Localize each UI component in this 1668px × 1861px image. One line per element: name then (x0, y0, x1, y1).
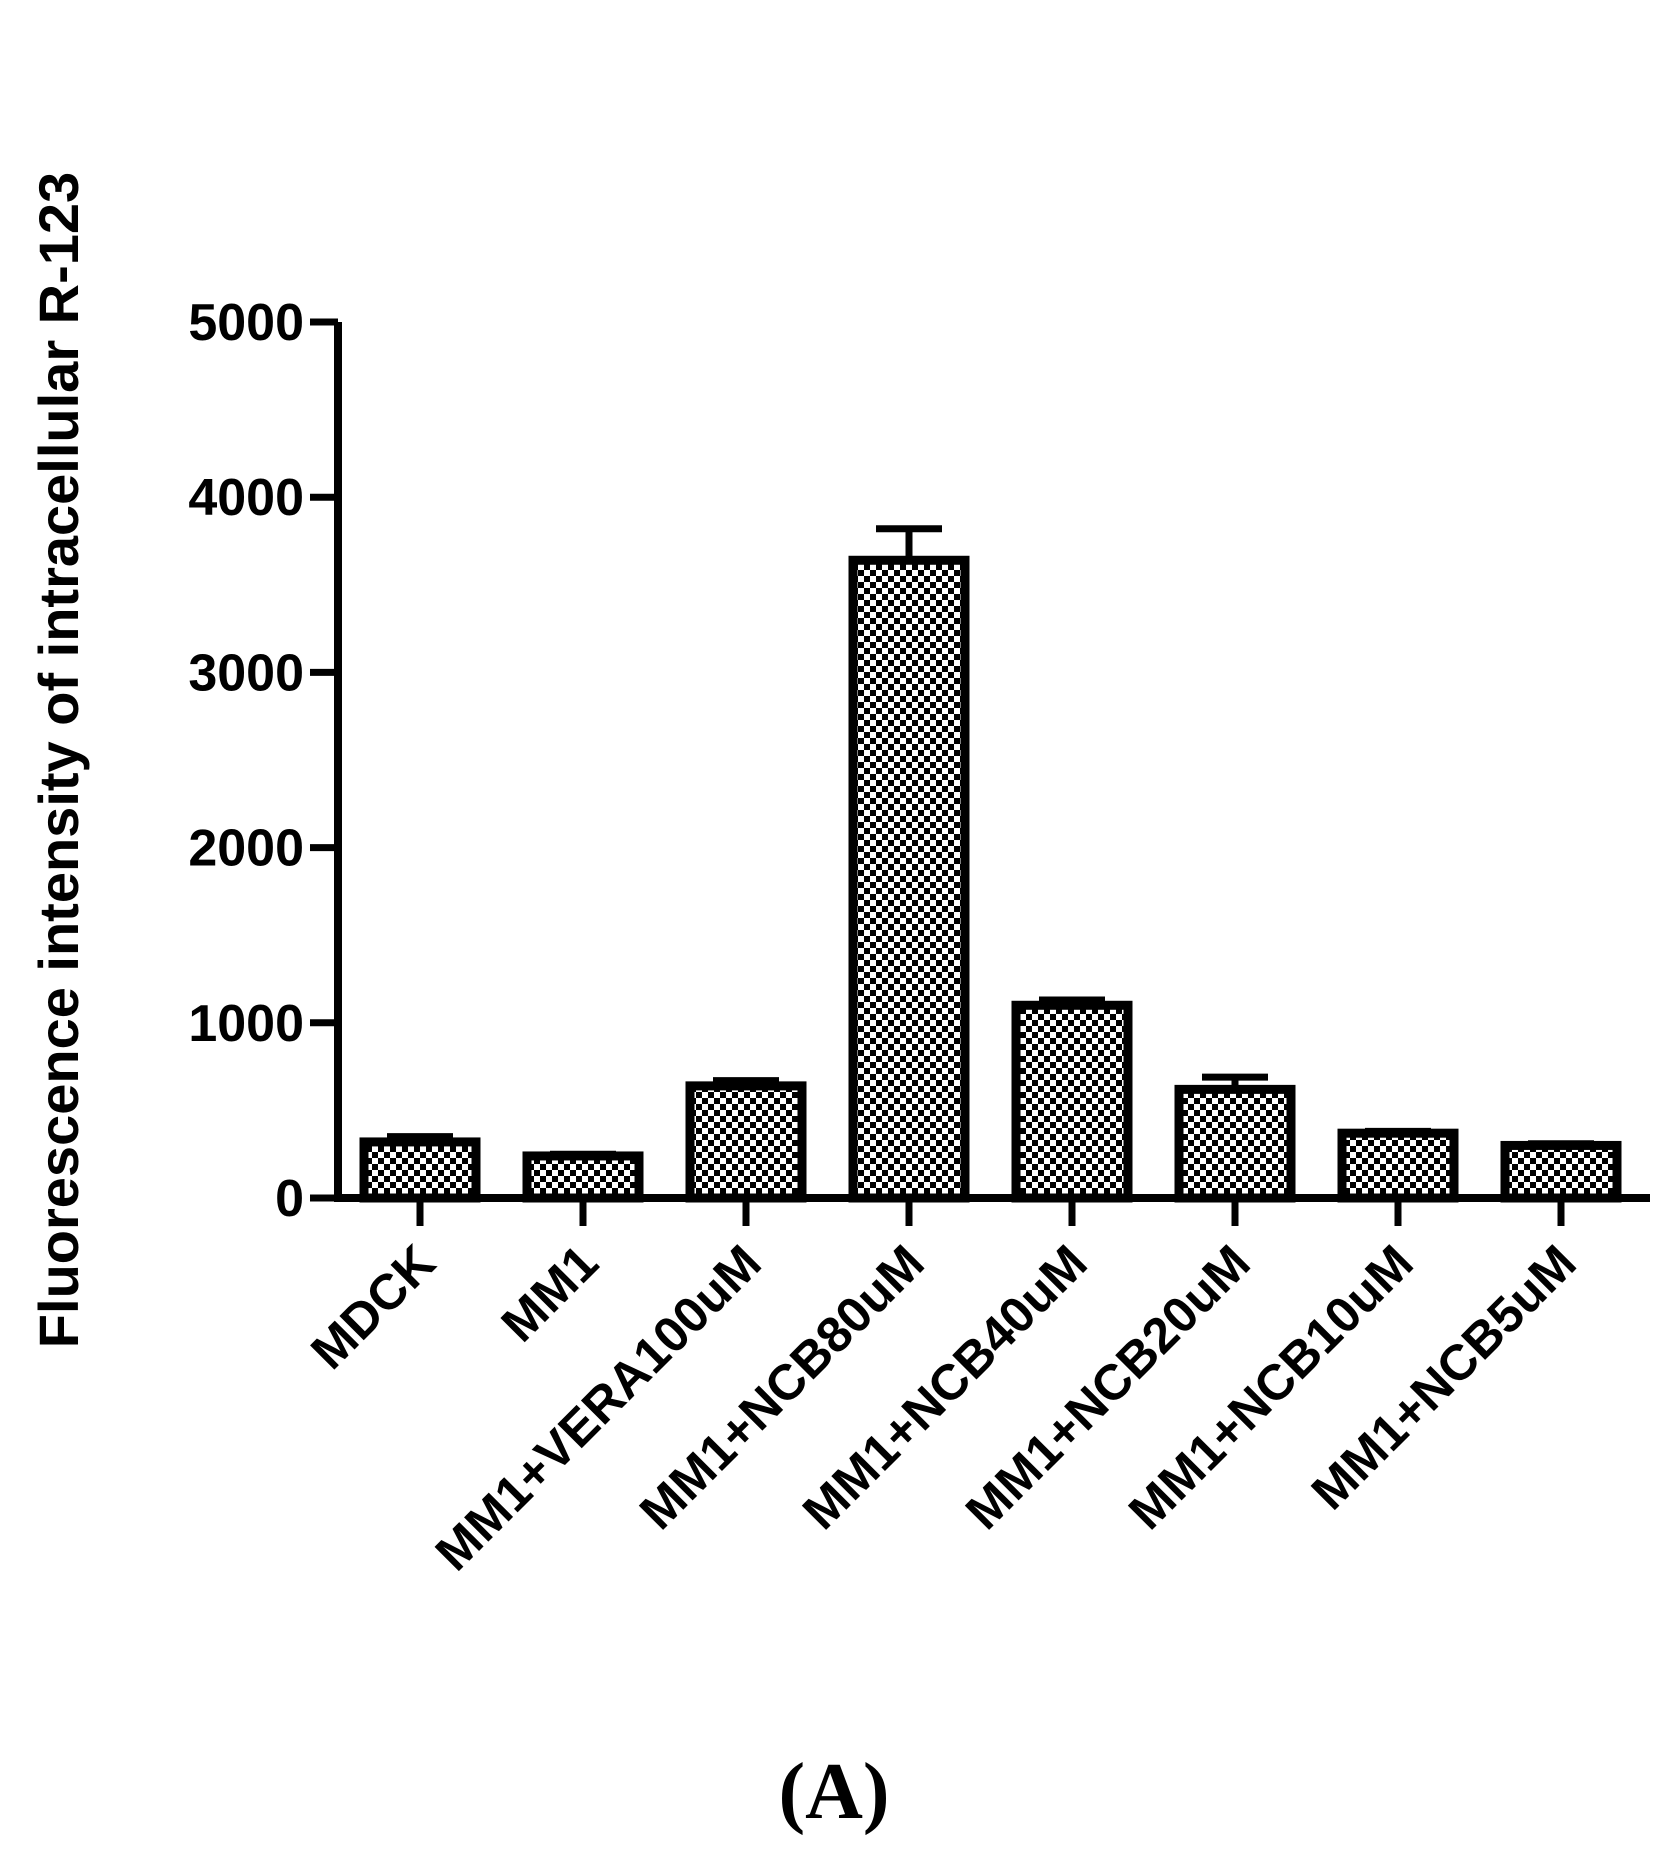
y-tick-label: 3000 (188, 644, 304, 702)
panel-label: (A) (778, 1748, 889, 1836)
y-tick-label: 2000 (188, 820, 304, 878)
bar (359, 1137, 481, 1203)
bar (685, 1081, 807, 1203)
category-label: MM1+NCB40uM (792, 1234, 1098, 1540)
bar (522, 1151, 644, 1203)
bar (1011, 1000, 1133, 1203)
category-label: MM1+NCB10uM (1118, 1234, 1424, 1540)
bar (1337, 1128, 1459, 1203)
y-tick-label: 4000 (188, 469, 304, 527)
bar (848, 555, 970, 1203)
category-label: MM1+VERA100uM (425, 1234, 772, 1581)
bar (1500, 1140, 1622, 1203)
category-label: MM1+NCB20uM (955, 1234, 1261, 1540)
bar (1174, 1084, 1296, 1203)
y-tick-label: 0 (275, 1170, 304, 1228)
bars (359, 525, 1622, 1203)
category-label: MDCK (300, 1234, 446, 1380)
y-axis-title: Fluorescence intensity of intracellular … (27, 172, 90, 1348)
category-label: MM1+NCB80uM (629, 1234, 935, 1540)
y-axis: 0 1000 2000 3000 4000 5000 (188, 294, 342, 1228)
category-labels: MDCK MM1MM1+VERA100uMMM1+NCB80uMMM1+NCB40… (300, 1234, 1587, 1581)
y-tick-label: 5000 (188, 294, 304, 352)
y-tick-label: 1000 (188, 995, 304, 1053)
category-label: MM1 (491, 1234, 609, 1352)
